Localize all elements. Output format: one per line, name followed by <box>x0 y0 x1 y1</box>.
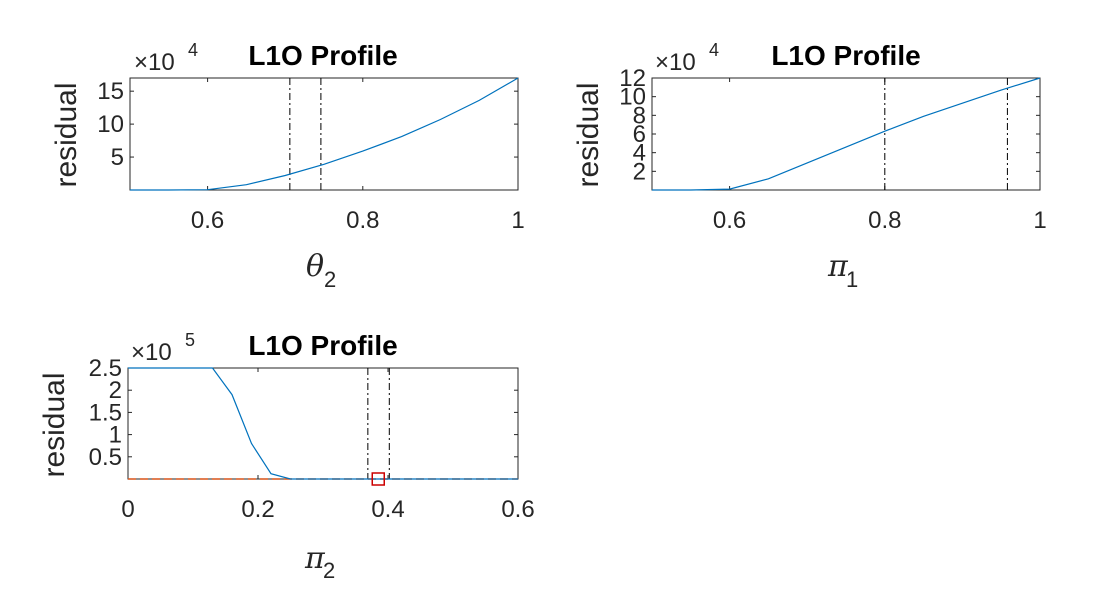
x-tick-label: 1 <box>1033 207 1046 234</box>
series-line <box>652 77 1041 191</box>
y-tick-label: 1.5 <box>89 399 122 426</box>
plot-area <box>651 77 1041 191</box>
y-exponent: ×10 4 <box>655 40 719 76</box>
x-tick-label: 0.8 <box>346 207 379 234</box>
y-tick-label: 10 <box>619 84 646 111</box>
x-axis-symbol: π <box>827 249 849 284</box>
y-axis-label: residual <box>50 82 83 187</box>
y-axis-label: residual <box>38 372 71 477</box>
x-tick-label: 0.6 <box>713 207 746 234</box>
x-tick-label: 1 <box>511 207 524 234</box>
chart-title: L1O Profile <box>771 40 920 71</box>
x-tick-label: 0.6 <box>191 207 224 234</box>
y-tick-label: 10 <box>97 111 124 138</box>
y-exponent-power: 4 <box>709 40 719 60</box>
chart-title: L1O Profile <box>248 40 397 71</box>
y-tick-label: 2 <box>109 377 122 404</box>
y-exponent-base: ×10 <box>655 49 696 76</box>
chart-panel-pi2: L1O Profile ×10 5 residual π 2 0 0.2 0.4 0.… <box>38 330 535 583</box>
x-axis-symbol: π <box>304 541 326 576</box>
series-line <box>128 367 518 480</box>
chart-title: L1O Profile <box>248 330 397 361</box>
y-exponent-power: 4 <box>188 40 198 60</box>
chart-panel-pi1: L1O Profile ×10 4 residual π 1 0.6 0.8 124… <box>572 40 1047 292</box>
y-tick-label: 6 <box>633 121 646 148</box>
y-tick-label: 5 <box>111 144 124 171</box>
y-axis-label: residual <box>572 82 605 187</box>
y-exponent-base: ×10 <box>134 49 175 76</box>
x-tick-label: 0 <box>121 496 134 523</box>
x-tick-label: 0.8 <box>868 207 901 234</box>
y-tick-label: 2.5 <box>89 355 122 382</box>
y-tick-label: 8 <box>633 102 646 129</box>
chart-panel-theta2: L1O Profile ×10 4 residual θ 2 0.6 0.8 151… <box>50 40 525 292</box>
x-tick-label: 0.4 <box>371 496 404 523</box>
y-tick-label: 1 <box>109 422 122 449</box>
x-axis-subscript: 2 <box>324 267 336 292</box>
plot-area <box>129 77 519 191</box>
series-line <box>130 77 519 191</box>
y-tick-label: 15 <box>97 78 124 105</box>
x-axis-subscript: 2 <box>323 558 335 583</box>
y-exponent-base: ×10 <box>131 339 172 366</box>
y-tick-label: 4 <box>633 140 646 167</box>
x-axis-symbol: θ <box>306 249 324 284</box>
x-tick-label: 0.2 <box>241 496 274 523</box>
y-tick-label: 0.5 <box>89 444 122 471</box>
y-exponent: ×10 5 <box>131 330 195 366</box>
x-tick-label: 0.6 <box>501 496 534 523</box>
x-axis-label: θ 2 <box>306 249 336 292</box>
y-exponent-power: 5 <box>185 330 195 350</box>
y-tick-label: 12 <box>619 65 646 92</box>
x-axis-label: π 1 <box>827 249 858 292</box>
x-axis-label: π 2 <box>304 541 335 583</box>
plot-area <box>127 367 519 480</box>
data-marker <box>371 472 385 486</box>
x-axis-subscript: 1 <box>846 267 858 292</box>
y-tick-label: 2 <box>633 158 646 185</box>
y-exponent: ×10 4 <box>134 40 198 76</box>
